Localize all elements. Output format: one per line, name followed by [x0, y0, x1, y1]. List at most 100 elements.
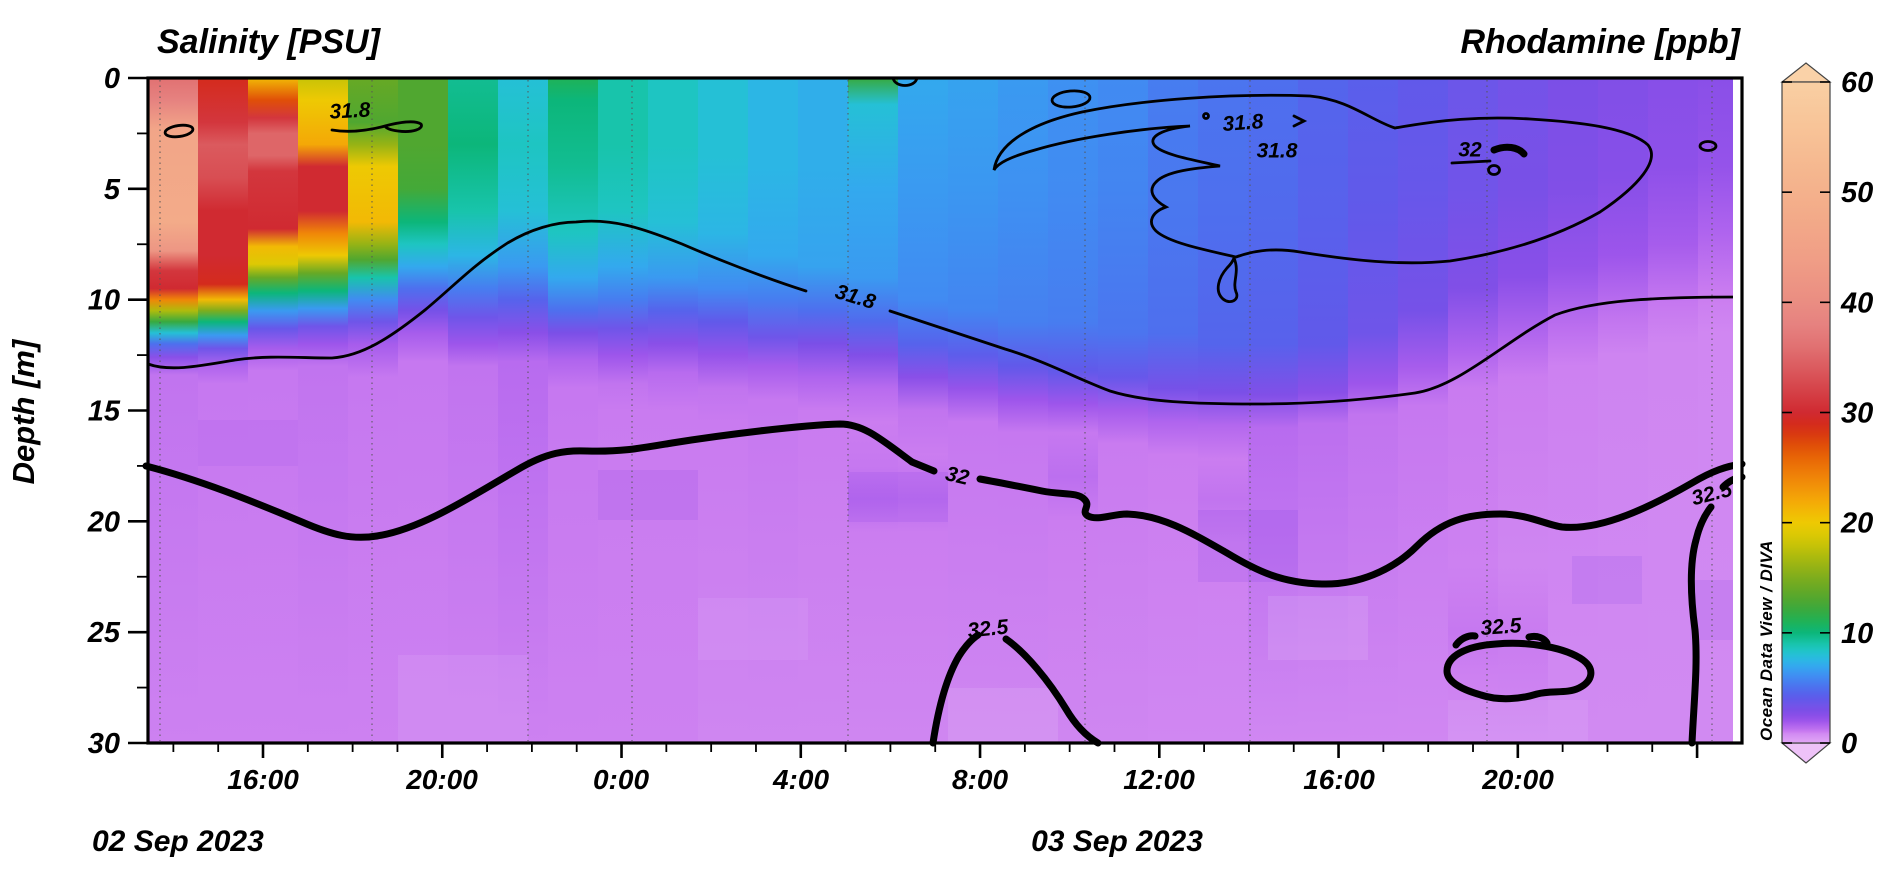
light-patch — [1268, 596, 1368, 660]
contour-label: 32.5 — [966, 615, 1009, 642]
colorbar-tick-label: 50 — [1841, 177, 1873, 209]
contour-label: 32 — [1458, 139, 1482, 162]
colorbar-bottom-arrow — [1780, 742, 1832, 764]
colorbar-tick-label: 60 — [1841, 67, 1873, 99]
contour-31-8 — [992, 93, 1653, 265]
y-tick-label: 30 — [88, 728, 120, 760]
heatmap-column — [1498, 78, 1549, 743]
light-patch — [698, 598, 808, 660]
field-right-gap — [1733, 78, 1741, 743]
contour-closed-loop — [1487, 164, 1501, 176]
heatmap-column — [848, 78, 899, 743]
contour-31-8 — [1450, 159, 1492, 165]
contour-thick — [1687, 503, 1715, 747]
contour-thick — [1490, 143, 1528, 158]
colorbar-tick-label: 0 — [1841, 728, 1857, 760]
odv-credit: Ocean Data View / DIVA — [1757, 540, 1776, 741]
heatmap-column — [1598, 78, 1649, 743]
axes: 0 5 10 15 20 25 30 16:00 20:00 0:00 4:00 8:00 12:00 1… — [87, 63, 1744, 795]
y-tick-label: 25 — [87, 617, 121, 649]
heatmap-column — [448, 78, 499, 743]
x-tick-label: 16:00 — [227, 764, 299, 795]
heatmap-column — [748, 78, 799, 743]
y-tick-label: 20 — [87, 506, 120, 538]
heatmap-column — [1248, 78, 1299, 743]
heatmap-column — [698, 78, 749, 743]
contour-closed-loop — [163, 123, 195, 139]
heatmap-column — [1448, 78, 1499, 743]
colorbar: 0 10 20 30 40 50 60 — [1780, 62, 1873, 764]
heatmap-column — [998, 78, 1049, 743]
heatmap-column — [948, 78, 999, 743]
y-axis-label: Depth [m] — [6, 338, 41, 484]
heatmap-column — [1198, 78, 1249, 743]
contour-thick — [1452, 632, 1479, 649]
contour-closed-loop — [1202, 112, 1210, 120]
date-label-03sep: 03 Sep 2023 — [1031, 825, 1203, 858]
field-block-patches — [198, 420, 1733, 743]
dark-patch — [598, 470, 698, 520]
y-tick-label: 15 — [88, 396, 121, 428]
heatmap-column — [598, 78, 649, 743]
title-left: Salinity [PSU] — [157, 23, 382, 61]
x-tick-label: 20:00 — [1481, 764, 1554, 795]
contour-thick — [976, 460, 1746, 588]
x-tick-label: 4:00 — [772, 764, 829, 795]
heatmap-column — [1348, 78, 1399, 743]
y-tick-label: 0 — [104, 63, 120, 95]
contour-label: 31.8 — [329, 98, 371, 123]
x-tick-label: 16:00 — [1303, 764, 1375, 795]
contour-thick — [1443, 639, 1595, 703]
light-patch — [398, 655, 528, 743]
date-label-02sep: 02 Sep 2023 — [92, 825, 264, 858]
x-tick-label: 8:00 — [952, 764, 1008, 795]
x-tick-label: 20:00 — [405, 764, 478, 795]
dark-patch — [198, 420, 298, 466]
x-tick-label: 12:00 — [1123, 764, 1195, 795]
contour-label: 32 — [943, 462, 971, 490]
heatmap-column — [148, 78, 199, 743]
heatmap-column — [1398, 78, 1449, 743]
heatmap-column — [348, 78, 399, 743]
station-gridlines — [159, 80, 1713, 741]
colorbar-tick-label: 40 — [1840, 287, 1873, 319]
heatmap-column — [198, 78, 249, 743]
heatmap-column — [1098, 78, 1149, 743]
contour-label: 32.5 — [1480, 614, 1523, 640]
contour-thick — [1002, 635, 1102, 747]
heatmap-field — [148, 78, 1734, 743]
colorbar-top-arrow — [1780, 62, 1832, 83]
contour-31-8 — [1292, 114, 1308, 128]
heatmap-column — [1048, 78, 1099, 743]
heatmap-column — [1648, 78, 1699, 743]
contour-31-8 — [330, 120, 423, 133]
heatmap-column — [248, 78, 299, 743]
heatmap-column — [498, 78, 549, 743]
heatmap-column — [798, 78, 849, 743]
heatmap-column — [648, 78, 699, 743]
contour-31-8 — [888, 295, 1742, 406]
heatmap-column — [1698, 78, 1734, 743]
contour-thick — [1525, 632, 1551, 647]
heatmap-column — [898, 78, 949, 743]
y-tick-label: 5 — [104, 174, 121, 206]
contour-thick — [142, 420, 938, 541]
heatmap-column — [398, 78, 449, 743]
colorbar-tick-label: 20 — [1840, 508, 1873, 540]
dark-patch — [1572, 556, 1642, 604]
salinity-contours — [142, 76, 1746, 747]
light-patch — [1448, 700, 1588, 743]
x-tick-label: 0:00 — [593, 764, 649, 795]
contour-thick — [929, 631, 982, 747]
heatmap-column — [1148, 78, 1199, 743]
colorbar-tick-label: 30 — [1841, 398, 1873, 430]
heatmap-column — [298, 78, 349, 743]
title-right: Rhodamine [ppb] — [1460, 23, 1741, 61]
contour-closed-loop — [1050, 89, 1092, 109]
contour-label: 31.8 — [1257, 140, 1298, 163]
light-patch — [948, 688, 1058, 743]
heatmap-column — [1548, 78, 1599, 743]
heatmap-column — [1298, 78, 1349, 743]
